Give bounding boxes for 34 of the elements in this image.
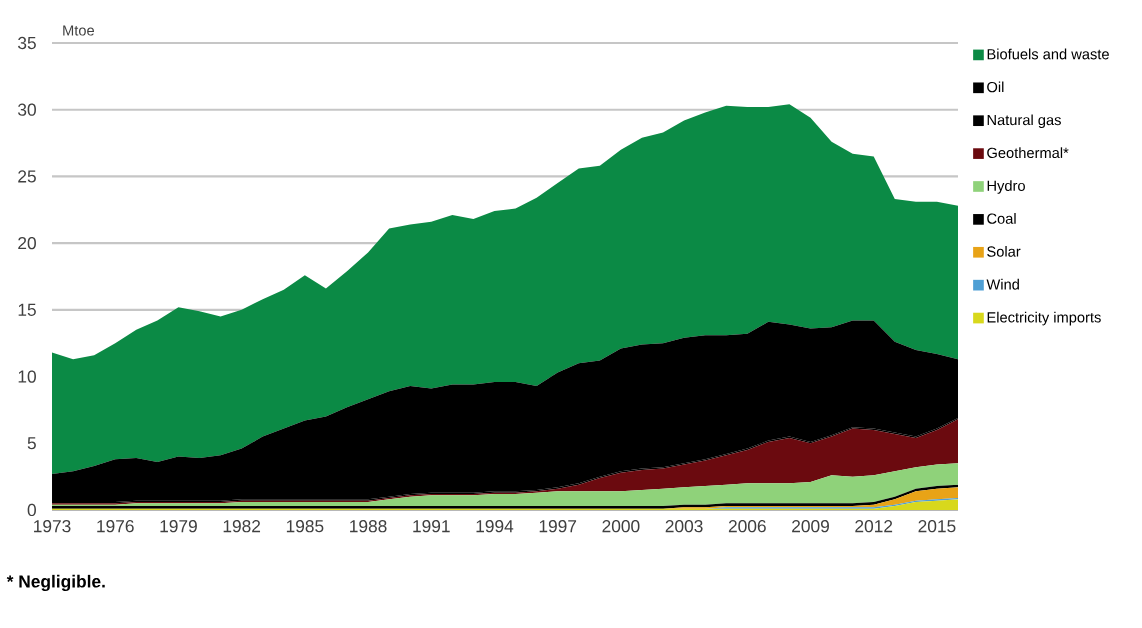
legend-label: Solar: [987, 245, 1021, 257]
x-tick-label: 1988: [350, 520, 387, 533]
x-tick-label: 2015: [918, 520, 956, 533]
y-tick-label: 20: [18, 236, 36, 250]
x-tick-label: 2009: [792, 520, 829, 533]
x-tick-label: 2003: [665, 520, 703, 533]
y-axis-title: Mtoe: [63, 25, 95, 36]
legend-label: Biofuels and waste: [987, 48, 1109, 60]
y-tick-label: 35: [18, 36, 36, 50]
x-tick-label: 1994: [476, 520, 514, 533]
legend-label: Electricity imports: [987, 311, 1101, 326]
x-tick-label: 1997: [539, 520, 577, 533]
legend-label: Coal: [987, 213, 1016, 224]
legend-label: Natural gas: [987, 114, 1061, 129]
x-tick-label: 2000: [602, 520, 640, 533]
y-tick-label: 25: [18, 170, 36, 183]
y-tick-label: 0: [27, 503, 36, 517]
x-tick-label: 1973: [34, 520, 71, 533]
legend-label: Hydro: [987, 180, 1025, 194]
x-tick-label: 1985: [286, 520, 324, 533]
x-tick-label: 1979: [160, 520, 197, 533]
x-tick-label: 1976: [97, 520, 134, 533]
y-tick-label: 15: [18, 303, 36, 316]
x-tick-label: 2006: [728, 520, 766, 533]
x-tick-label: 1982: [223, 520, 261, 533]
y-tick-label: 30: [18, 103, 36, 116]
x-tick-label: 2012: [855, 520, 893, 533]
x-tick-label: 1991: [413, 520, 450, 533]
legend-label: Wind: [986, 278, 1019, 290]
text: * Negligible.: [6, 574, 105, 592]
y-tick-label: 10: [18, 370, 36, 383]
legend-label: Oil: [987, 81, 1004, 93]
y-tick-label: 5: [27, 437, 36, 450]
legend-label: Geothermal*: [987, 147, 1069, 159]
